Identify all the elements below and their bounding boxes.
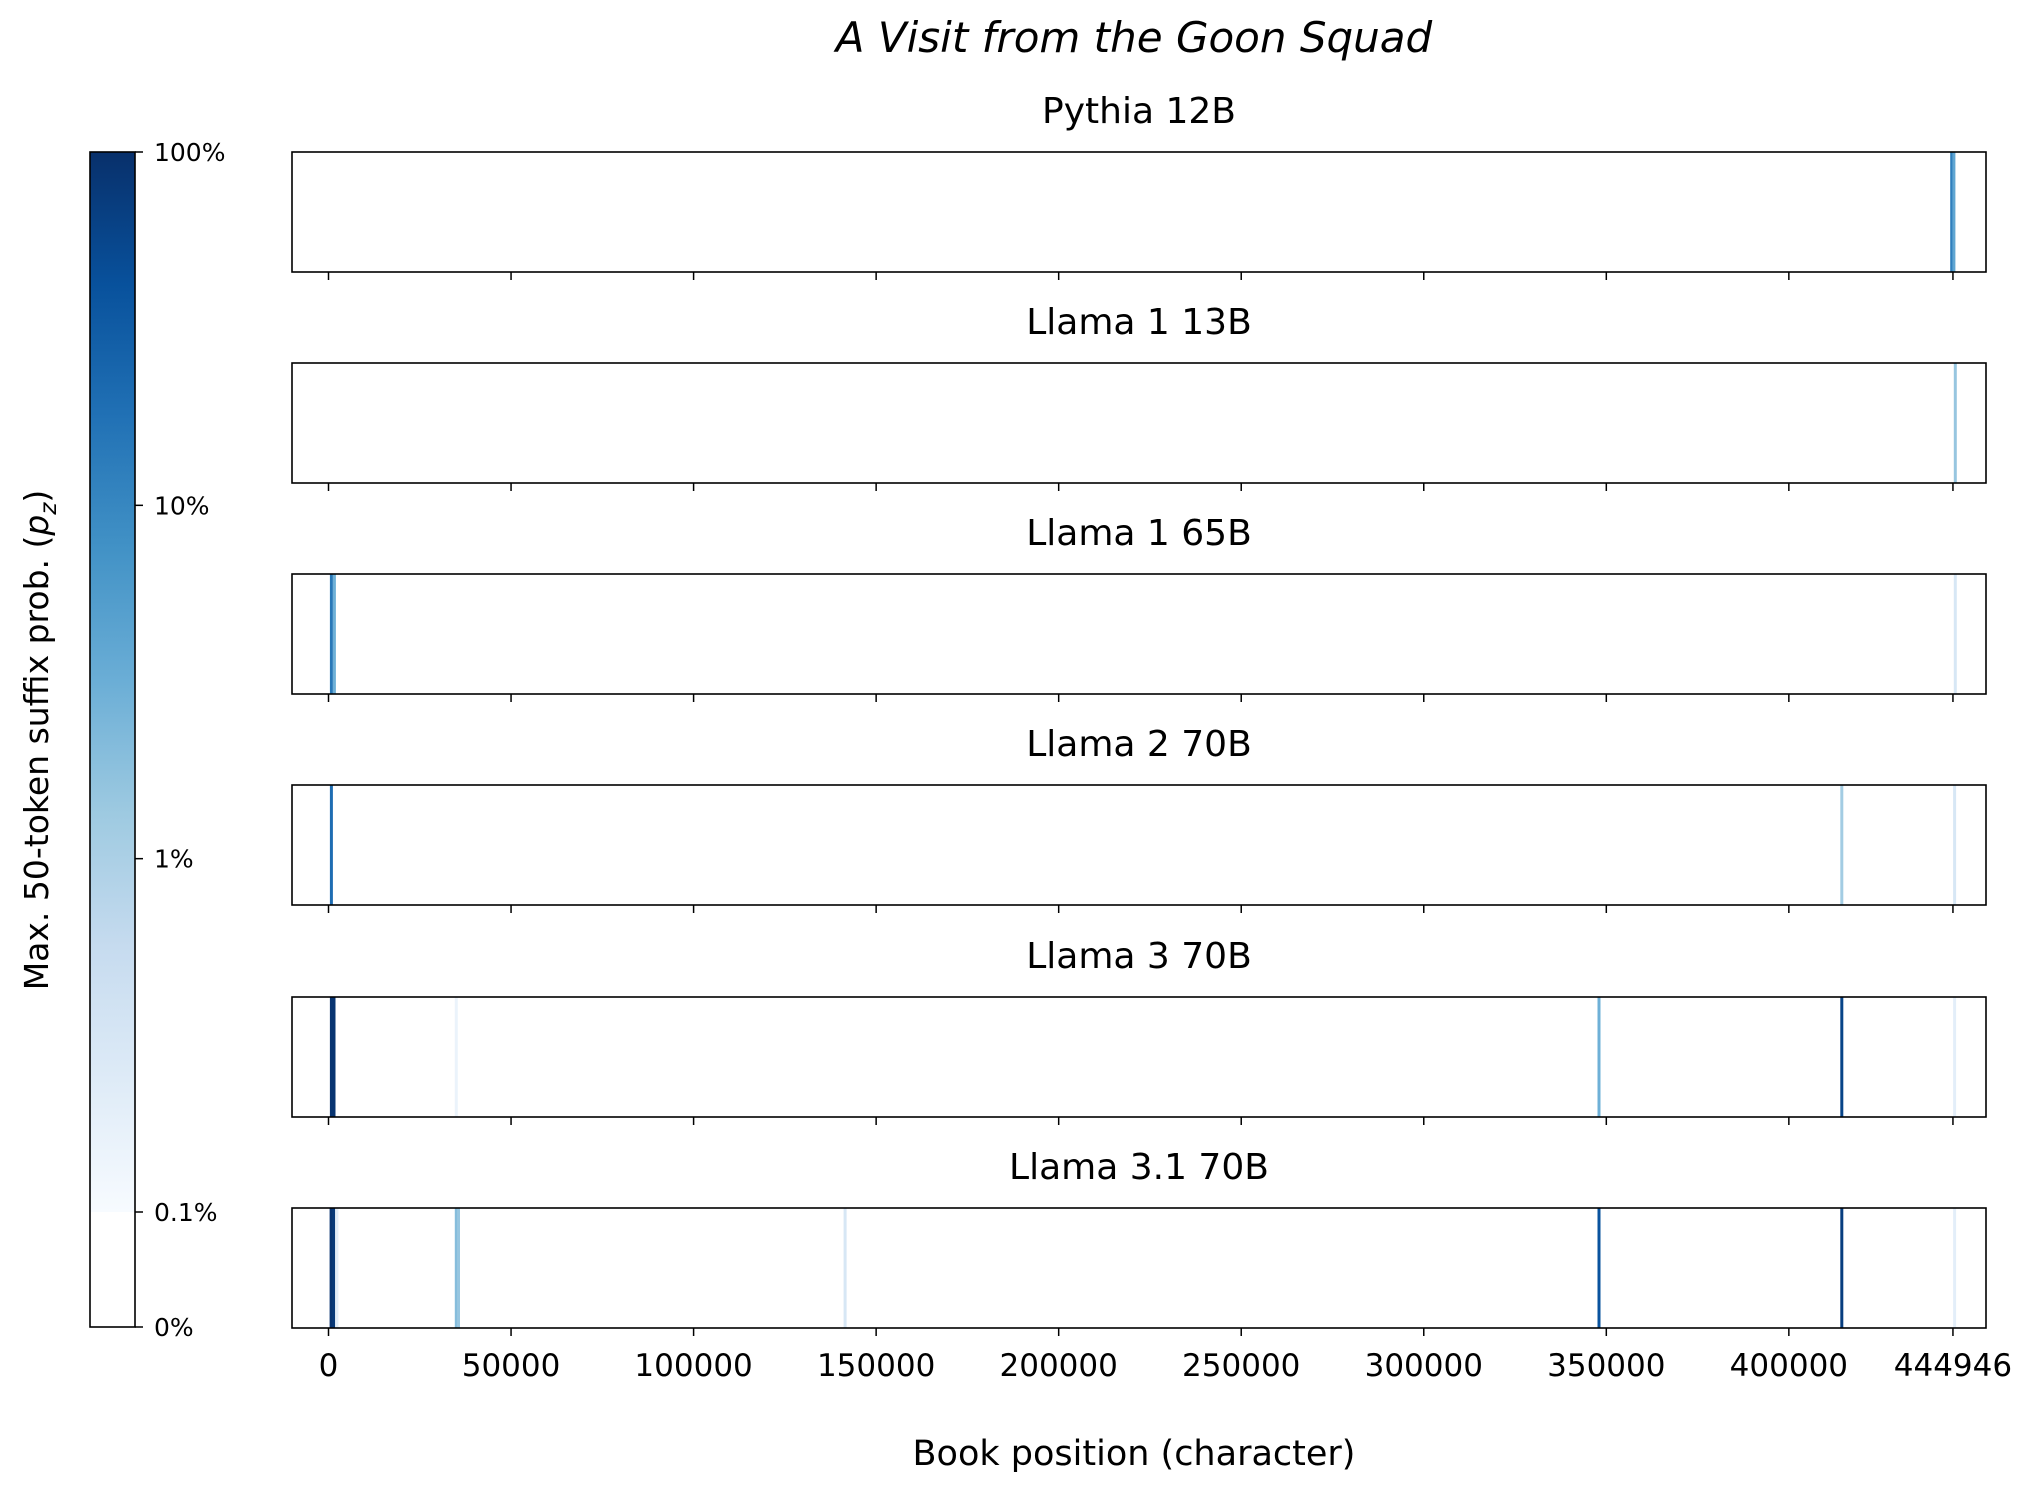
colorbar-tick-label: 0.1% xyxy=(154,1198,218,1227)
x-tick-label: 200000 xyxy=(1000,1348,1118,1384)
panel-background xyxy=(292,1208,1986,1328)
x-axis-label: Book position (character) xyxy=(913,1434,1356,1474)
memorized-region-line xyxy=(1953,363,1957,483)
x-tick-label: 300000 xyxy=(1365,1348,1483,1384)
memorized-region-line xyxy=(454,997,458,1117)
panel-frame xyxy=(291,573,1987,695)
panel-title: Llama 3.1 70B xyxy=(1009,1147,1269,1188)
panel: Llama 3.1 70B xyxy=(291,1147,1987,1336)
panel-title: Llama 1 13B xyxy=(1026,302,1252,343)
memorized-region-line xyxy=(329,1208,333,1328)
figure-title: A Visit from the Goon Squad xyxy=(833,13,1433,62)
memorized-region-line xyxy=(1953,574,1957,694)
colorbar-tick-label: 1% xyxy=(154,845,194,874)
panel-title: Llama 3 70B xyxy=(1026,936,1252,977)
memorized-region-line xyxy=(454,1208,458,1328)
panel-background xyxy=(292,997,1986,1117)
x-tick-label: 150000 xyxy=(817,1348,935,1384)
panel-background xyxy=(292,574,1986,694)
colorbar-zero-band xyxy=(90,1212,135,1327)
x-tick-label: 400000 xyxy=(1730,1348,1848,1384)
panel: Llama 2 70B xyxy=(291,724,1987,913)
colorbar-gradient xyxy=(90,152,135,1212)
panel-frame xyxy=(291,1207,1987,1329)
panel-title: Pythia 12B xyxy=(1042,91,1236,132)
memorized-region-line xyxy=(1953,1208,1957,1328)
memorized-region-line xyxy=(1840,1208,1844,1328)
colorbar-ticks: 0% 0.1% 1% 10% 100% xyxy=(135,138,225,1342)
panel-background xyxy=(292,152,1986,272)
memorized-region-line xyxy=(843,1208,847,1328)
memorized-region-line xyxy=(332,1208,336,1328)
panel: Llama 1 13B xyxy=(291,302,1987,491)
x-tick-label: 0 xyxy=(319,1348,339,1384)
memorized-region-line xyxy=(329,574,333,694)
panel-background xyxy=(292,785,1986,905)
x-tick-label: 350000 xyxy=(1547,1348,1665,1384)
x-tick-label: 250000 xyxy=(1182,1348,1300,1384)
panel: Llama 1 65B xyxy=(291,513,1987,702)
panel-frame xyxy=(291,362,1987,484)
memorized-region-line xyxy=(329,997,333,1117)
memorized-region-line xyxy=(457,1208,460,1328)
panels: Pythia 12B Llama 1 13B Llama 1 65B Llama 2 … xyxy=(291,91,1987,1336)
panel-title: Llama 2 70B xyxy=(1026,724,1252,765)
colorbar-frame xyxy=(89,151,136,1328)
memorized-region-line xyxy=(332,574,336,694)
panel-frame xyxy=(291,151,1987,273)
colorbar-tick-label: 100% xyxy=(154,138,225,167)
panel-background xyxy=(292,363,1986,483)
memorized-region-line xyxy=(1950,152,1954,272)
x-tick-label: 444946 xyxy=(1894,1348,2012,1384)
x-tick-label: 50000 xyxy=(462,1348,561,1384)
colorbar-label: Max. 50-token suffix prob. (pz) xyxy=(17,490,62,991)
colorbar-tick-label: 0% xyxy=(154,1313,194,1342)
memorized-region-line xyxy=(332,997,336,1117)
x-tick-label: 100000 xyxy=(634,1348,752,1384)
memorized-region-line xyxy=(1953,785,1957,905)
panel-title: Llama 1 65B xyxy=(1026,513,1252,554)
memorized-region-line xyxy=(1840,785,1844,905)
memorized-region-line xyxy=(335,1208,339,1328)
memorized-region-line xyxy=(1840,997,1844,1117)
panel-frame xyxy=(291,784,1987,906)
memorized-region-line xyxy=(1952,152,1956,272)
memorized-region-line xyxy=(1953,997,1957,1117)
x-tick-labels: 0 50000 100000 150000 200000 250000 300000 3500… xyxy=(319,1348,2012,1384)
memorized-region-line xyxy=(329,785,333,905)
panel: Llama 3 70B xyxy=(291,936,1987,1125)
memorized-region-line xyxy=(1597,997,1601,1117)
panel-frame xyxy=(291,996,1987,1118)
panel: Pythia 12B xyxy=(291,91,1987,280)
colorbar-tick-label: 10% xyxy=(154,491,210,520)
colorbar: 0% 0.1% 1% 10% 100% Max. 50-token suffix pro… xyxy=(17,138,225,1342)
memorized-region-line xyxy=(1597,1208,1601,1328)
